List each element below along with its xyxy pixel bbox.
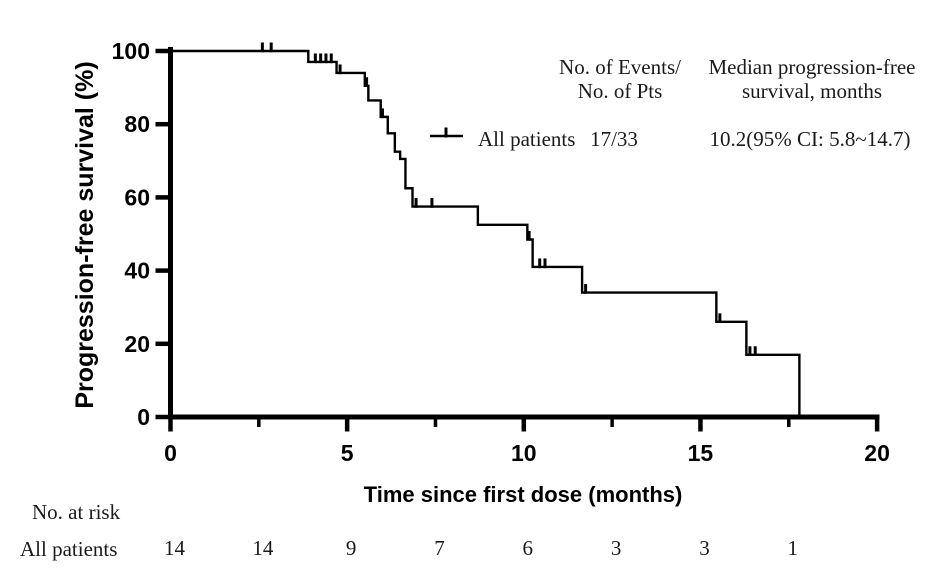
risk-count: 3 (611, 536, 622, 560)
risk-count: 7 (434, 536, 445, 560)
risk-table: No. at risk All patients 14 14 9 7 6 3 3 1 (20, 500, 798, 561)
x-tick-label: 0 (164, 440, 177, 466)
risk-values: 14 14 9 7 6 3 3 1 (164, 536, 798, 560)
x-tick-label: 10 (511, 440, 537, 466)
legend-median-value: 10.2(95% CI: 5.8~14.7) (710, 127, 911, 151)
y-axis-title: Progression-free survival (%) (71, 61, 99, 408)
y-tick-label: 40 (124, 258, 150, 284)
y-tick-label: 20 (124, 331, 150, 357)
risk-count: 6 (523, 536, 534, 560)
annotation-headers: No. of Events/ No. of Pts Median progres… (559, 55, 915, 103)
x-axis-title: Time since first dose (months) (364, 482, 683, 507)
y-tick-labels: 0 20 40 60 80 100 (112, 38, 150, 430)
risk-count: 3 (699, 536, 710, 560)
axes (155, 47, 880, 432)
median-header-line2: survival, months (742, 79, 882, 103)
legend: All patients 17/33 10.2(95% CI: 5.8~14.7… (430, 127, 910, 151)
km-curve (170, 49, 801, 417)
events-header-line2: No. of Pts (578, 79, 663, 103)
x-tick-label: 15 (688, 440, 714, 466)
x-tick-labels: 0 5 10 15 20 (164, 440, 890, 466)
risk-count: 1 (788, 536, 799, 560)
y-tick-marks (155, 48, 169, 420)
y-tick-label: 0 (137, 404, 150, 430)
events-header-line1: No. of Events/ (559, 55, 681, 79)
x-tick-label: 5 (341, 440, 354, 466)
risk-count: 14 (164, 536, 186, 560)
y-tick-label: 80 (124, 111, 150, 137)
y-tick-label: 60 (124, 184, 150, 210)
x-tick-label: 20 (864, 440, 890, 466)
risk-count: 9 (346, 536, 357, 560)
censor-marks (260, 42, 757, 356)
risk-count: 14 (252, 536, 274, 560)
legend-series-label: All patients (478, 127, 575, 151)
risk-table-title: No. at risk (32, 500, 121, 524)
x-tick-marks (168, 419, 880, 432)
y-tick-label: 100 (112, 38, 150, 64)
legend-events-value: 17/33 (590, 127, 638, 151)
median-header-line1: Median progression-free (708, 55, 915, 79)
risk-table-row-label: All patients (20, 537, 117, 561)
